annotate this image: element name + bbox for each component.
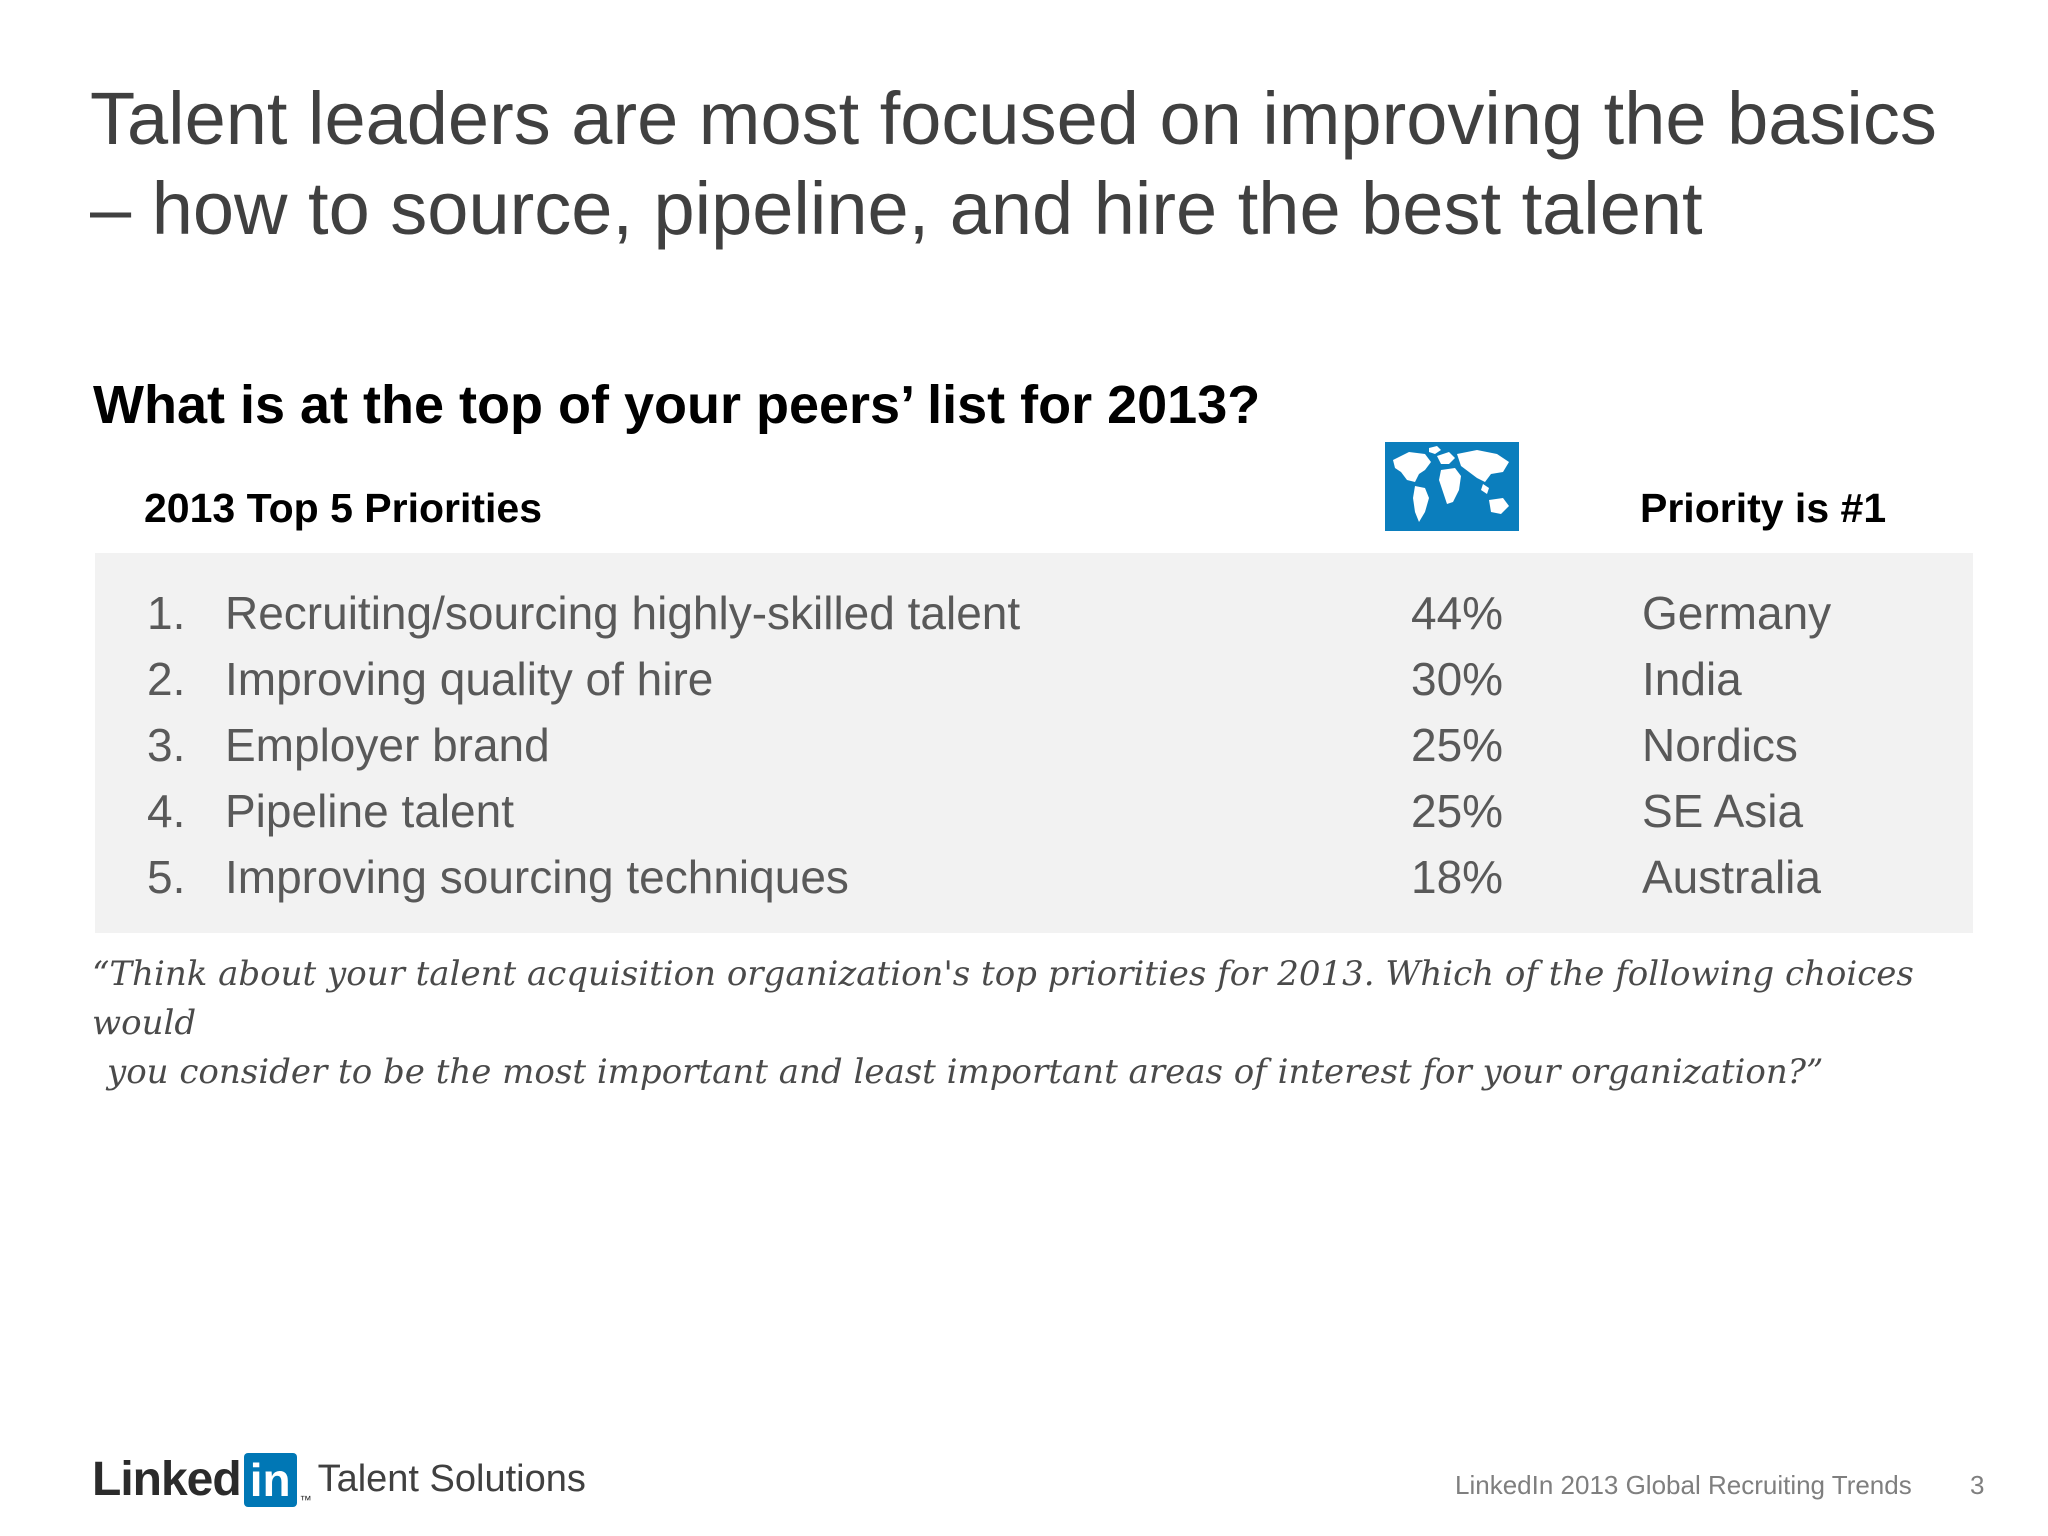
logo-word: Linked — [92, 1453, 242, 1506]
priority-region: Australia — [1642, 851, 1821, 903]
rank-number: 1. — [147, 587, 186, 639]
logo-in-box: in — [243, 1452, 297, 1507]
slide-title-line-2: – how to source, pipeline, and hire the … — [90, 167, 1703, 250]
section-question: What is at the top of your peers’ list f… — [93, 375, 1261, 435]
rank-number: 4. — [147, 785, 186, 837]
rank-number: 5. — [147, 851, 186, 903]
table-row: 3. Employer brand 25% Nordics — [95, 718, 1973, 784]
priority-label: Pipeline talent — [225, 785, 514, 837]
priority-percent: 18% — [1411, 851, 1504, 903]
survey-question-quote: “Think about your talent acquisition org… — [92, 950, 1992, 1097]
rank-number: 2. — [147, 653, 186, 705]
quote-line-1: “Think about your talent acquisition org… — [92, 954, 1914, 1043]
table-row: 1. Recruiting/sourcing highly-skilled ta… — [95, 586, 1973, 652]
logo-suffix: Talent Solutions — [317, 1458, 586, 1500]
world-map-icon — [1385, 442, 1519, 531]
priority-percent: 44% — [1411, 587, 1504, 639]
slide-title: Talent leaders are most focused on impro… — [90, 74, 1990, 254]
priority-percent: 25% — [1411, 785, 1504, 837]
priorities-table: 1. Recruiting/sourcing highly-skilled ta… — [95, 553, 1973, 933]
table-row: 2. Improving quality of hire 30% India — [95, 652, 1973, 718]
page-number: 3 — [1970, 1470, 1985, 1500]
priority-region: SE Asia — [1642, 785, 1804, 837]
priority-label: Improving sourcing techniques — [225, 851, 849, 903]
footer-source: LinkedIn 2013 Global Recruiting Trends — [1455, 1470, 1912, 1500]
priority-region: Germany — [1642, 587, 1832, 639]
priority-label: Employer brand — [225, 719, 550, 771]
priorities-column-header: 2013 Top 5 Priorities — [144, 485, 543, 531]
linkedin-talent-solutions-logo: Linked in ™ Talent Solutions — [92, 1452, 586, 1508]
priority-percent: 30% — [1411, 653, 1504, 705]
priority-label: Recruiting/sourcing highly-skilled talen… — [225, 587, 1021, 639]
priority-region: Nordics — [1642, 719, 1798, 771]
priority-percent: 25% — [1411, 719, 1504, 771]
table-row: 5. Improving sourcing techniques 18% Aus… — [95, 850, 1973, 916]
priority-region: India — [1642, 653, 1742, 705]
priority-label: Improving quality of hire — [225, 653, 714, 705]
rank-number: 3. — [147, 719, 186, 771]
logo-trademark: ™ — [299, 1493, 312, 1507]
priority-region-column-header: Priority is #1 — [1640, 485, 1887, 531]
slide-title-line-1: Talent leaders are most focused on impro… — [90, 77, 1937, 160]
quote-line-2: you consider to be the most important an… — [107, 1052, 1824, 1092]
table-row: 4. Pipeline talent 25% SE Asia — [95, 784, 1973, 850]
